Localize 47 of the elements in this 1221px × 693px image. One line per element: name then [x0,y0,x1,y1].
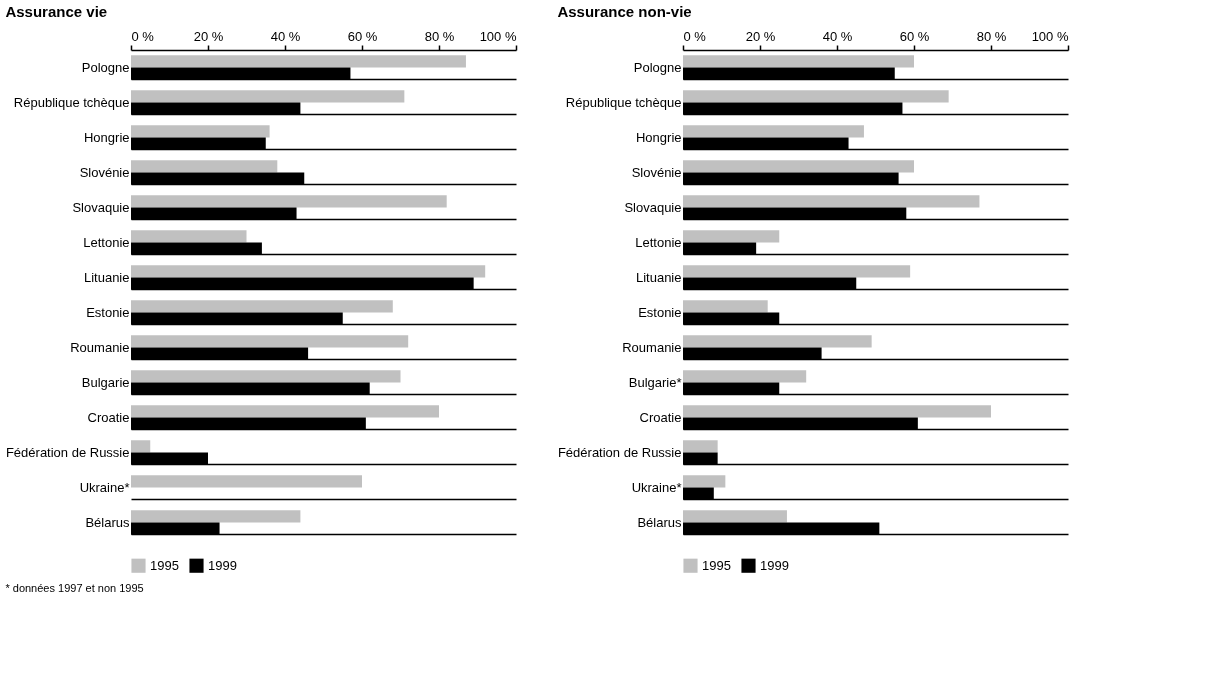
chart-title: Assurance non-vie [557,3,692,20]
y-tick-label: Estonie [638,304,682,320]
x-tick-label: 60 % [899,28,930,44]
y-tick-label: Bulgarie* [628,374,682,390]
x-tick-label: 20 % [193,28,224,44]
text: * données 1997 et non 1995 [5,582,144,594]
y-tick-label: Slovaquie [624,199,682,215]
y-tick-label: Slovénie [631,164,682,180]
x-tick-label: 0 % [683,28,707,44]
y-tick-label: Slovénie [79,164,130,180]
y-tick-label: Pologne [633,59,682,75]
x-tick-label: 100 % [1031,28,1069,44]
y-tick-label: Croatie [87,409,130,425]
legend-label: 1995 [702,557,731,573]
y-tick-label: Ukraine* [79,479,130,495]
legend-label: 1995 [150,557,179,573]
chart-title: Assurance vie [5,3,108,20]
y-tick-label: République tchèque [565,94,682,110]
y-tick-label: République tchèque [13,94,130,110]
y-tick-label: Lettonie [83,234,130,250]
legend-label: 1999 [760,557,789,573]
y-tick-label: Lituanie [83,269,130,285]
y-tick-label: Bélarus [85,514,130,530]
x-tick-label: 20 % [745,28,776,44]
y-tick-label: Slovaquie [72,199,130,215]
x-tick-label: 80 % [424,28,455,44]
x-tick-label: 80 % [976,28,1007,44]
x-tick-label: 40 % [270,28,301,44]
y-tick-label: Bélarus [637,514,682,530]
x-tick-label: 40 % [822,28,853,44]
y-tick-label: Fédération de Russie [557,444,682,460]
y-tick-label: Lituanie [635,269,682,285]
y-tick-label: Roumanie [622,339,682,355]
y-tick-label: Hongrie [83,129,130,145]
y-tick-label: Croatie [639,409,682,425]
x-tick-label: 60 % [347,28,378,44]
x-tick-label: 100 % [479,28,517,44]
y-tick-label: Estonie [86,304,130,320]
x-tick-label: 0 % [131,28,155,44]
y-tick-label: Lettonie [635,234,682,250]
y-tick-label: Pologne [81,59,130,75]
y-tick-label: Ukraine* [631,479,682,495]
y-tick-label: Hongrie [635,129,682,145]
y-tick-label: Fédération de Russie [5,444,130,460]
y-tick-label: Bulgarie [81,374,130,390]
legend-label: 1999 [208,557,237,573]
y-tick-label: Roumanie [70,339,130,355]
